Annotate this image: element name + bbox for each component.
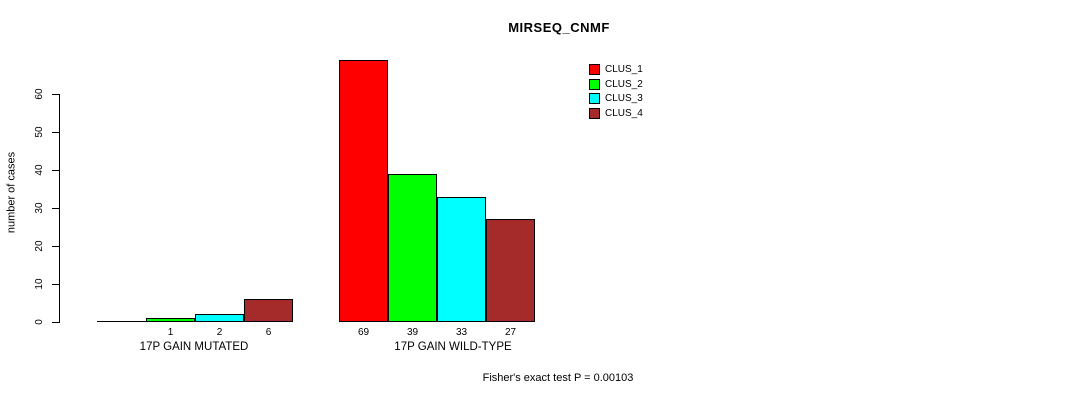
y-axis-tick — [52, 170, 59, 171]
legend-label: CLUS_3 — [605, 93, 643, 104]
y-axis-tick-label: 20 — [34, 240, 45, 252]
bar-value-label: 1 — [167, 327, 174, 338]
bar-clus_3-17p-gain-wild-type — [437, 197, 486, 322]
bar-clus_2-17p-gain-wild-type — [388, 174, 437, 322]
bar-clus_4-17p-gain-mutated — [244, 299, 293, 322]
bar-clus_2-17p-gain-mutated — [146, 318, 195, 322]
bar-value-label: 27 — [504, 327, 517, 338]
chart-title: MIRSEQ_CNMF — [508, 20, 610, 35]
bar-clus_1-17p-gain-wild-type — [339, 60, 388, 322]
y-axis-tick-label: 50 — [34, 126, 45, 138]
y-axis-tick — [52, 208, 59, 209]
legend-label: CLUS_4 — [605, 107, 643, 119]
bar-value-label: 6 — [265, 327, 272, 338]
y-axis-tick-label: 10 — [34, 278, 45, 290]
y-axis-tick-label: 60 — [34, 88, 45, 100]
legend-color-swatch-icon — [589, 93, 600, 104]
legend-label: CLUS_2 — [605, 78, 643, 90]
y-axis-tick — [52, 132, 59, 133]
x-group-label: 17P GAIN WILD-TYPE — [394, 341, 512, 353]
legend-label: CLUS_1 — [605, 64, 643, 75]
y-axis-tick-label: 0 — [34, 319, 45, 325]
bar-clus_4-17p-gain-wild-type — [486, 219, 535, 322]
bar-value-label: 2 — [216, 327, 223, 338]
x-group-label: 17P GAIN MUTATED — [139, 341, 249, 353]
y-axis-tick — [52, 94, 59, 95]
bar-value-label: 69 — [357, 327, 370, 338]
y-axis-tick-label: 30 — [34, 202, 45, 214]
y-axis-label: number of cases — [5, 151, 18, 234]
bar-clus_1-17p-gain-mutated — [97, 321, 146, 322]
y-axis-tick — [52, 322, 59, 323]
bar-clus_3-17p-gain-mutated — [195, 314, 244, 322]
legend-color-swatch-icon — [589, 64, 600, 75]
bar-value-label: 39 — [406, 327, 419, 338]
legend-color-swatch-icon — [589, 78, 600, 90]
y-axis-tick — [52, 246, 59, 247]
y-axis-tick-label: 40 — [34, 164, 45, 176]
bar-value-label: 33 — [455, 327, 468, 338]
fisher-test-annotation: Fisher's exact test P = 0.00103 — [482, 372, 634, 384]
legend-color-swatch-icon — [589, 107, 600, 119]
y-axis-tick — [52, 284, 59, 285]
y-axis-line — [59, 94, 60, 323]
